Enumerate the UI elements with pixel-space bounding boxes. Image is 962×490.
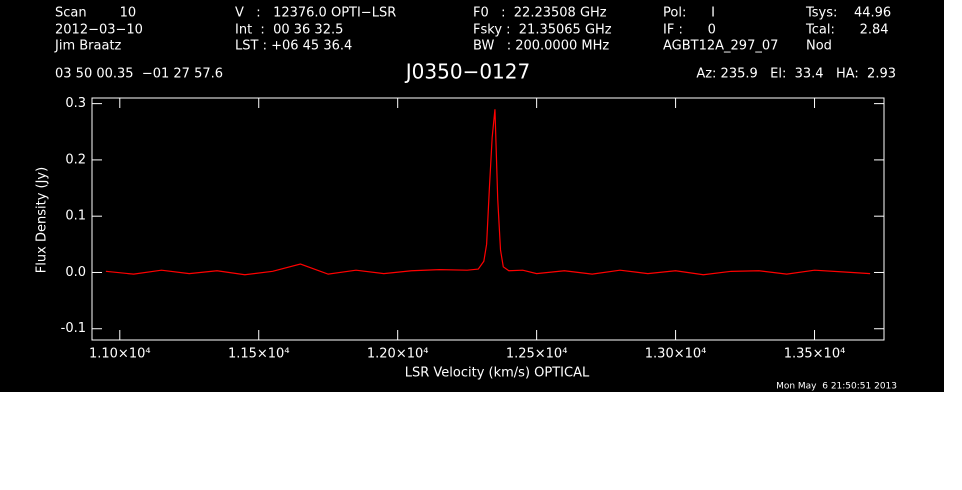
plot-frame <box>91 97 885 341</box>
y-tick-label: 0.0 <box>65 265 86 280</box>
background <box>0 0 944 392</box>
header-field: LST : +06 45 36.4 <box>235 39 352 54</box>
header-field: BW : 200.0000 MHz <box>473 39 609 54</box>
coordinates: 03 50 00.35 −01 27 57.6 <box>55 67 223 82</box>
x-tick-label: 1.10×10⁴ <box>89 347 151 362</box>
header-field: IF : 0 <box>663 23 716 38</box>
y-tick-label: 0.3 <box>65 96 86 111</box>
y-tick-label: 0.2 <box>65 152 86 167</box>
header-field: Tcal: 2.84 <box>805 23 889 38</box>
y-axis-label: Flux Density (Jy) <box>35 167 50 273</box>
chart-title: J0350−0127 <box>404 60 530 84</box>
header-field: Nod <box>806 39 832 54</box>
x-tick-label: 1.25×10⁴ <box>506 347 568 362</box>
x-tick-label: 1.15×10⁴ <box>228 347 290 362</box>
timestamp: Mon May 6 21:50:51 2013 <box>776 382 897 392</box>
header-field: V : 12376.0 OPTI−LSR <box>235 6 396 21</box>
header-field: 2012−03−10 <box>55 23 143 38</box>
header-field: Tsys: 44.96 <box>805 6 891 21</box>
header-field: Fsky : 21.35065 GHz <box>473 23 612 38</box>
x-tick-label: 1.20×10⁴ <box>367 347 429 362</box>
spectrum-line <box>105 109 871 276</box>
x-tick-label: 1.35×10⁴ <box>784 347 846 362</box>
x-tick-label: 1.30×10⁴ <box>645 347 707 362</box>
header-field: Pol: I <box>663 6 715 21</box>
y-tick-label: -0.1 <box>61 321 86 336</box>
pointing: Az: 235.9 El: 33.4 HA: 2.93 <box>696 67 896 82</box>
header-field: AGBT12A_297_07 <box>663 39 778 54</box>
header-field: Scan 10 <box>55 6 136 21</box>
header-field: F0 : 22.23508 GHz <box>473 6 607 21</box>
header-field: Int : 00 36 32.5 <box>235 23 343 38</box>
header-field: Jim Braatz <box>54 39 122 54</box>
x-axis-label: LSR Velocity (km/s) OPTICAL <box>405 366 590 381</box>
y-tick-label: 0.1 <box>65 209 86 224</box>
